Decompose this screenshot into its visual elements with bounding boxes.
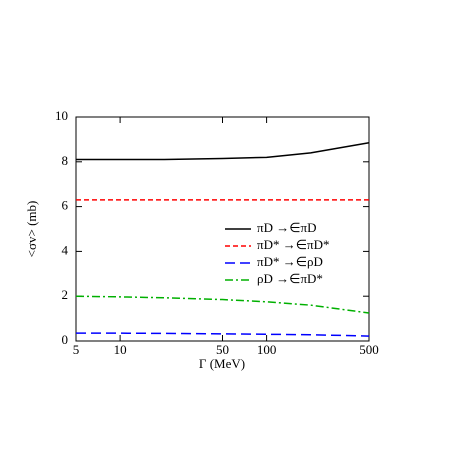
x-tick-label: 100 (257, 342, 277, 357)
series-line (76, 332, 370, 337)
legend-label: ρD →∈πD* (257, 271, 323, 286)
y-tick-label: 2 (62, 287, 69, 302)
legend-label: πD* →∈πD* (257, 237, 329, 252)
x-tick-label: 10 (114, 342, 127, 357)
x-tick-label: 50 (216, 342, 229, 357)
y-axis-label: <σv> (mb) (24, 201, 39, 258)
series-line (76, 142, 370, 161)
y-tick-label: 0 (62, 332, 69, 347)
legend-label: πD* →∈ρD (257, 254, 323, 269)
x-axis-label: Γ (MeV) (199, 356, 245, 371)
y-tick-label: 8 (62, 153, 69, 168)
y-tick-label: 6 (62, 198, 69, 213)
y-tick-label: 4 (62, 242, 69, 257)
series-line (75, 295, 370, 314)
y-tick-label: 10 (55, 108, 68, 123)
legend-label: πD →∈πD (257, 220, 316, 235)
x-tick-label: 500 (359, 342, 379, 357)
x-tick-label: 5 (73, 342, 80, 357)
